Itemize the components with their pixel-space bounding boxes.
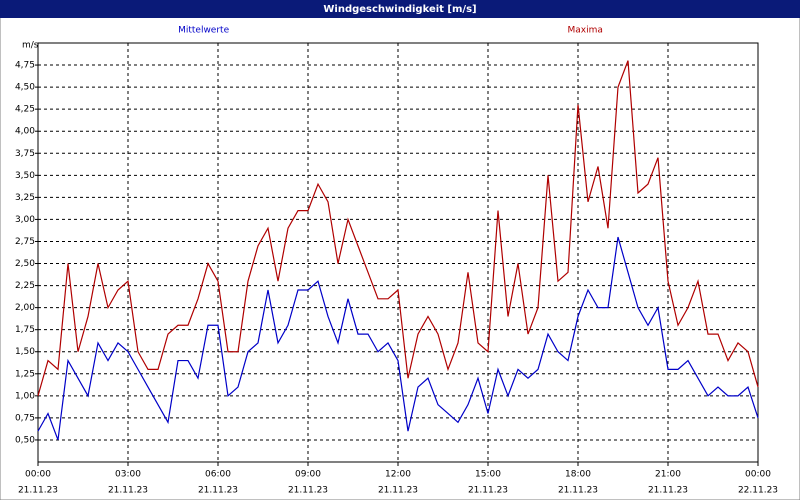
x-tick-label: 00:00 <box>745 470 771 480</box>
x-tick-label: 18:00 <box>565 470 591 480</box>
x-tick-date: 21.11.23 <box>648 486 688 496</box>
y-tick-label: 3,25 <box>15 193 35 203</box>
x-tick-label: 15:00 <box>475 470 501 480</box>
y-tick-label: 3,75 <box>15 149 35 159</box>
y-tick-label: 3,00 <box>15 215 35 225</box>
x-tick-label: 09:00 <box>295 470 321 480</box>
legend-label: Maxima <box>568 26 603 36</box>
x-tick-date: 21.11.23 <box>108 486 148 496</box>
x-tick-label: 12:00 <box>385 470 411 480</box>
plot-border <box>37 42 759 463</box>
y-tick-label: 0,75 <box>15 413 35 423</box>
y-tick-label: 4,00 <box>15 127 35 137</box>
y-tick-label: 2,25 <box>15 281 35 291</box>
y-axis-label: m/s <box>22 41 39 51</box>
x-tick-date: 21.11.23 <box>18 486 58 496</box>
y-tick-label: 1,00 <box>15 391 35 401</box>
x-tick-date: 21.11.23 <box>468 486 508 496</box>
y-tick-label: 4,50 <box>15 83 35 93</box>
data-line <box>37 60 759 397</box>
chart-title: Windgeschwindigkeit [m/s] <box>323 4 476 15</box>
y-tick-label: 1,25 <box>15 369 35 379</box>
y-tick-label: 2,00 <box>15 303 35 313</box>
x-tick-label: 03:00 <box>115 470 141 480</box>
y-tick-label: 1,50 <box>15 347 35 357</box>
y-tick-label: 4,75 <box>15 61 35 71</box>
title-bar <box>0 0 800 18</box>
y-tick-label: 4,25 <box>15 105 35 115</box>
y-tick-label: 3,50 <box>15 171 35 181</box>
data-line <box>37 236 759 441</box>
x-tick-date: 21.11.23 <box>378 486 418 496</box>
x-tick-date: 21.11.23 <box>558 486 598 496</box>
y-tick-label: 0,50 <box>15 435 35 445</box>
x-tick-date: 22.11.23 <box>738 486 778 496</box>
y-tick-label: 1,75 <box>15 325 35 335</box>
y-tick-label: 2,50 <box>15 259 35 269</box>
legend-label: Mittelwerte <box>178 26 229 36</box>
x-tick-date: 21.11.23 <box>288 486 328 496</box>
x-tick-label: 21:00 <box>655 470 681 480</box>
x-tick-date: 21.11.23 <box>198 486 238 496</box>
y-tick-label: 2,75 <box>15 237 35 247</box>
x-tick-label: 00:00 <box>25 470 51 480</box>
x-tick-label: 06:00 <box>205 470 231 480</box>
